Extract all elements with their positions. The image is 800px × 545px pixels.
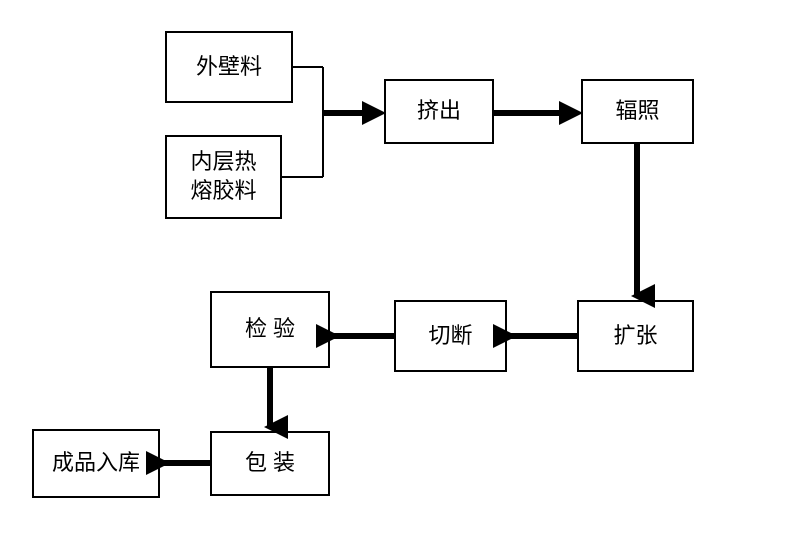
node-package: 包 装 (210, 431, 330, 496)
node-warehouse: 成品入库 (32, 429, 160, 498)
node-label: 外壁料 (196, 53, 262, 82)
node-cut: 切断 (394, 300, 507, 372)
node-label: 辐照 (615, 97, 659, 126)
node-label: 包 装 (245, 449, 295, 478)
node-inner-layer: 内层热 熔胶料 (165, 135, 282, 219)
node-label: 扩张 (613, 322, 657, 351)
node-label: 内层热 熔胶料 (190, 148, 256, 205)
node-label: 挤出 (417, 97, 461, 126)
node-label: 检 验 (245, 315, 295, 344)
node-extrude: 挤出 (384, 79, 494, 144)
node-irradiate: 辐照 (581, 79, 694, 144)
node-label: 成品入库 (52, 449, 140, 478)
node-label: 切断 (428, 322, 472, 351)
node-expand: 扩张 (577, 300, 694, 372)
node-outer-wall: 外壁料 (165, 31, 293, 103)
node-inspect: 检 验 (210, 291, 330, 368)
